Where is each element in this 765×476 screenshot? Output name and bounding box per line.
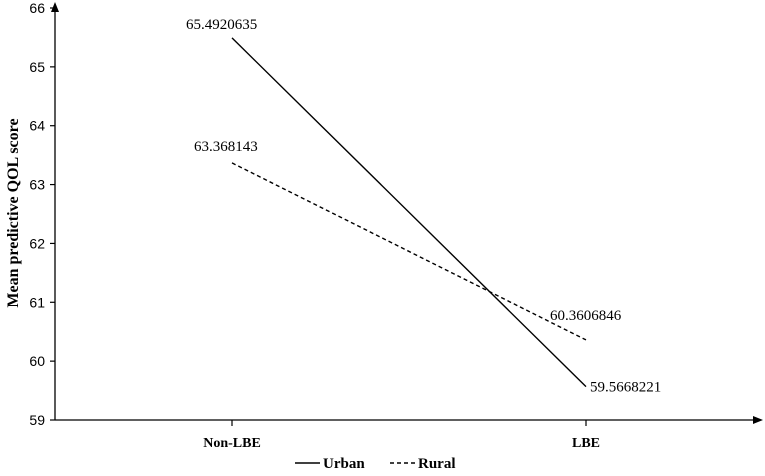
axes [51,2,763,424]
y-tick-label: 62 [29,235,45,251]
data-labels: 65.4920635 59.5668221 63.368143 60.3606846 [186,17,661,396]
x-ticks: Non-LBE LBE [203,420,600,451]
y-ticks: 59 60 61 62 63 64 65 66 [29,0,55,428]
y-tick-label: 61 [29,294,45,310]
y-tick-label: 65 [29,59,45,75]
x-axis-arrow [753,416,763,424]
y-tick-label: 59 [29,412,45,428]
y-tick-label: 64 [29,118,45,134]
legend: Urban Rural [295,456,456,472]
data-label-urban: 59.5668221 [590,380,661,396]
x-tick-label: LBE [572,436,600,451]
legend-label-rural: Rural [418,456,456,472]
y-tick-label: 63 [29,177,45,193]
series-line-rural [231,162,587,341]
y-axis-arrow [51,2,59,12]
series-line-urban [231,37,587,388]
x-tick-label: Non-LBE [203,436,261,451]
data-label-urban: 65.4920635 [186,17,257,33]
data-label-rural: 63.368143 [194,139,258,155]
y-tick-label: 66 [29,0,45,16]
series-lines [231,37,587,388]
y-tick-label: 60 [29,353,45,369]
y-axis-title: Mean predictive QOL score [5,118,22,307]
legend-label-urban: Urban [323,456,365,472]
data-label-rural: 60.3606846 [550,308,622,324]
